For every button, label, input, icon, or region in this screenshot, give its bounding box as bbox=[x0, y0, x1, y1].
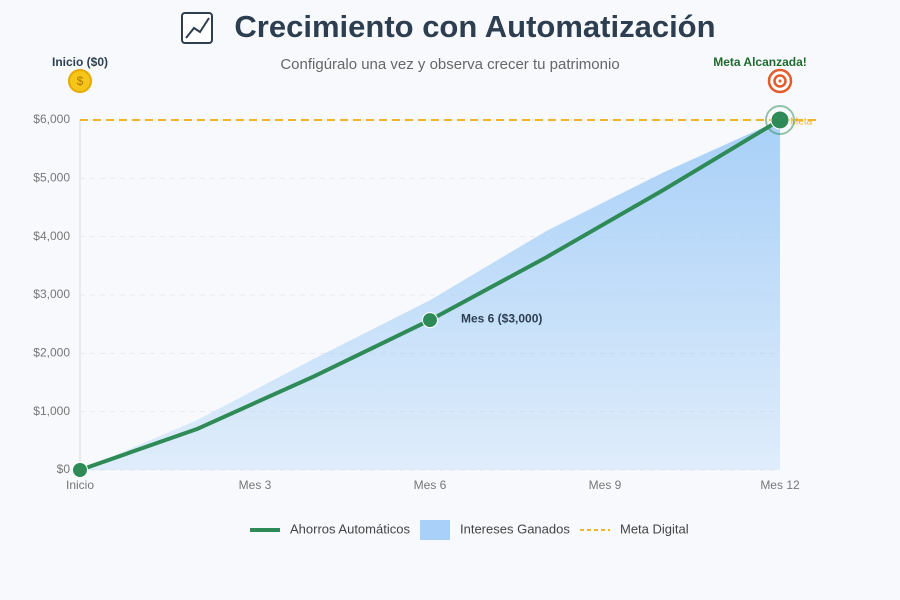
point bbox=[770, 110, 790, 130]
target-label: Meta bbox=[790, 117, 813, 128]
y-tick-label: $4,000 bbox=[33, 229, 70, 243]
x-tick-label: Mes 9 bbox=[589, 478, 622, 492]
y-tick-label: $2,000 bbox=[33, 346, 70, 360]
legend-label: Ahorros Automáticos bbox=[290, 521, 410, 536]
target-icon bbox=[767, 68, 793, 94]
y-tick-label: $1,000 bbox=[33, 404, 70, 418]
chart-subtitle: Configúralo una vez y observa crecer tu … bbox=[280, 56, 619, 73]
svg-text:$: $ bbox=[77, 74, 84, 88]
legend-label: Meta Digital bbox=[620, 521, 689, 536]
chart-title: Crecimiento con Automatización bbox=[234, 9, 715, 44]
y-tick-label: $0 bbox=[57, 462, 71, 476]
y-tick-label: $6,000 bbox=[33, 112, 70, 126]
coin-icon: $ bbox=[68, 69, 92, 93]
annotation: Mes 6 ($3,000) bbox=[461, 311, 542, 325]
x-tick-label: Mes 6 bbox=[414, 478, 447, 492]
x-tick-label: Mes 12 bbox=[760, 478, 800, 492]
y-tick-label: $5,000 bbox=[33, 171, 70, 185]
annotation: Meta Alcanzada! bbox=[713, 55, 807, 69]
point bbox=[72, 462, 88, 478]
point bbox=[422, 312, 438, 329]
annotation: Inicio ($0) bbox=[52, 55, 108, 69]
x-tick-label: Inicio bbox=[66, 478, 94, 492]
legend-label: Intereses Ganados bbox=[460, 521, 570, 536]
y-tick-label: $3,000 bbox=[33, 287, 70, 301]
legend-swatch bbox=[420, 520, 450, 540]
x-tick-label: Mes 3 bbox=[239, 478, 272, 492]
area bbox=[80, 120, 780, 470]
title-icon bbox=[181, 12, 213, 44]
halo bbox=[765, 105, 795, 135]
